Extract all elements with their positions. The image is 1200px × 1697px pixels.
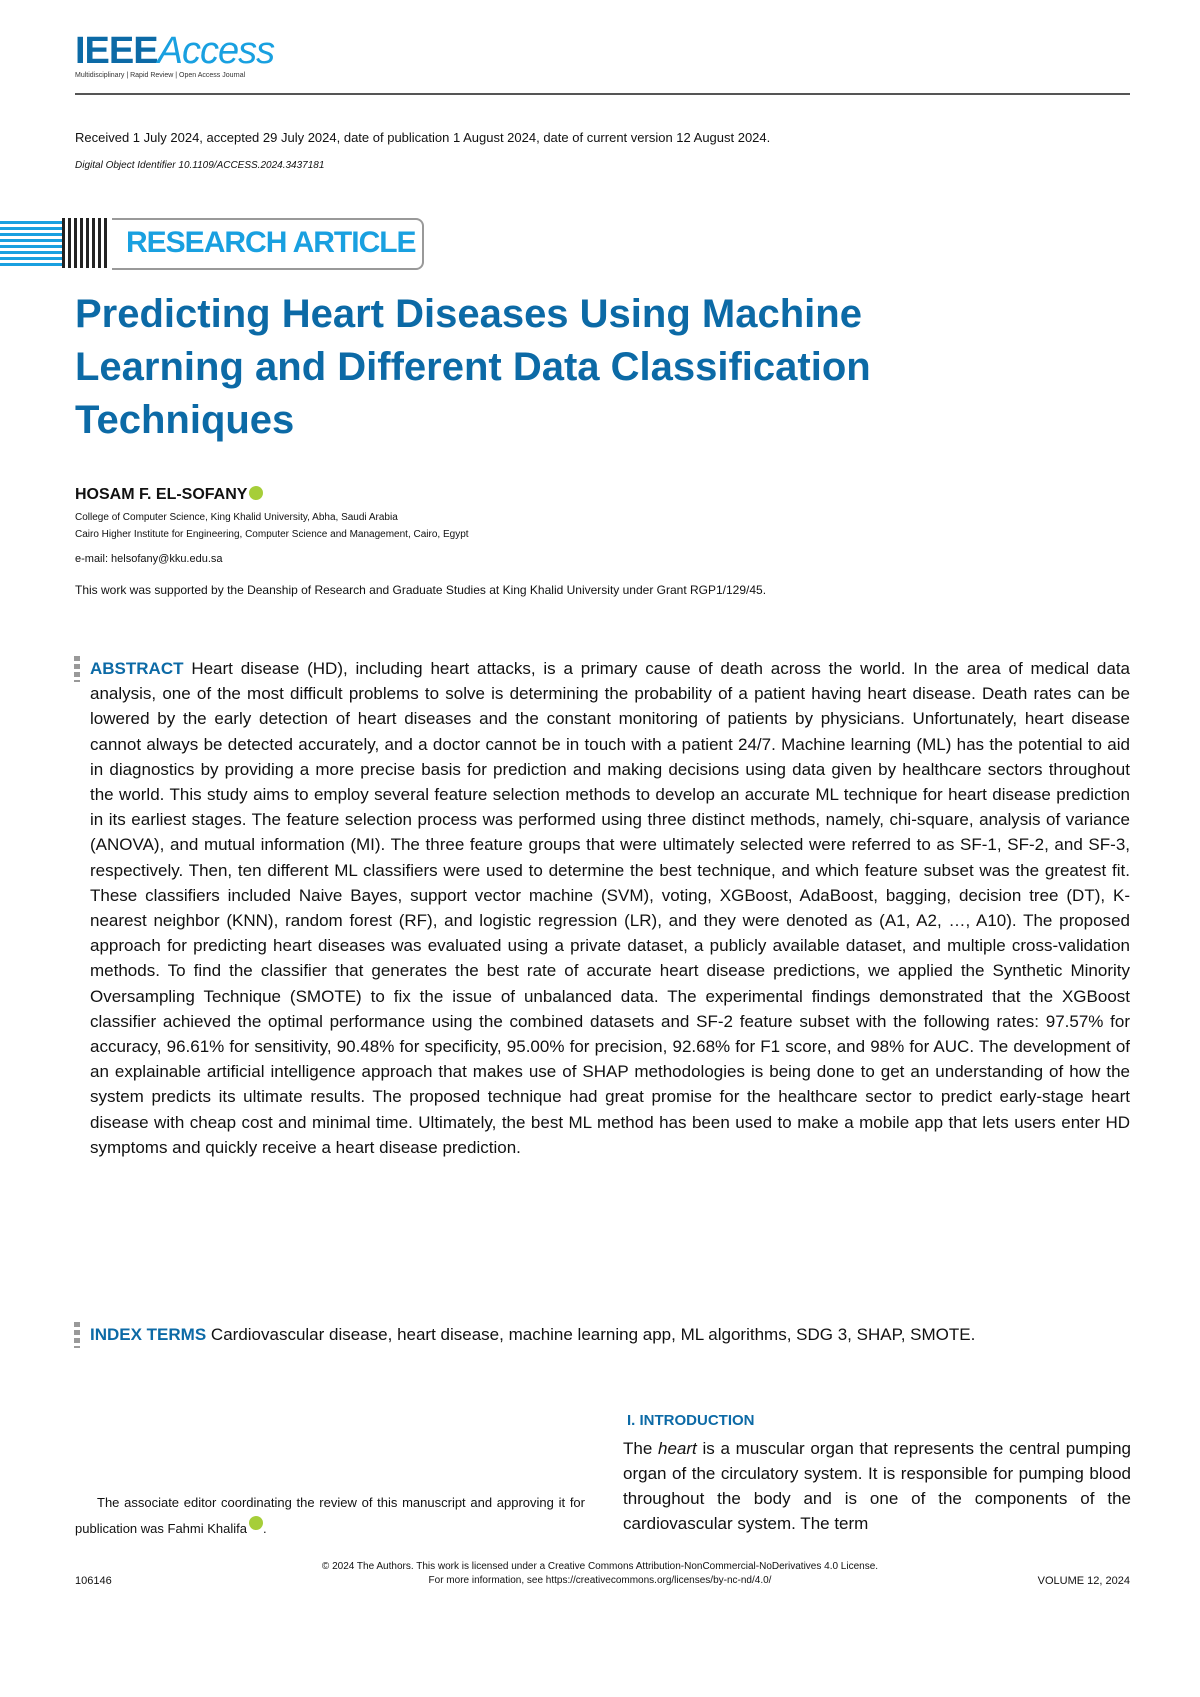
footnote-text: The associate editor coordinating the re…	[75, 1495, 585, 1536]
license-link[interactable]: For more information, see https://creati…	[428, 1575, 772, 1586]
ieee-access-logo: IEEEAccess	[75, 30, 275, 73]
abstract: ABSTRACT Heart disease (HD), including h…	[90, 656, 1130, 1160]
logo-ieee: IEEE	[75, 30, 159, 72]
index-terms-label: INDEX TERMS	[90, 1325, 207, 1344]
orcid-icon[interactable]	[248, 1516, 263, 1530]
doi: Digital Object Identifier 10.1109/ACCESS…	[75, 160, 325, 171]
index-terms: INDEX TERMS Cardiovascular disease, hear…	[90, 1322, 1130, 1347]
article-type-label: RESEARCH ARTICLE	[126, 226, 417, 259]
intro-pre: The	[623, 1439, 659, 1458]
volume: VOLUME 12, 2024	[1037, 1575, 1130, 1587]
abstract-marker-icon	[74, 656, 80, 682]
license-note: © 2024 The Authors. This work is license…	[0, 1560, 1200, 1588]
abstract-label: ABSTRACT	[90, 659, 184, 678]
editor-footnote: The associate editor coordinating the re…	[75, 1495, 585, 1536]
paper-title: Predicting Heart Diseases Using Machine …	[75, 292, 871, 442]
banner-bars	[62, 218, 108, 268]
author-name: HOSAM F. EL-SOFANY	[75, 486, 264, 504]
abstract-text: Heart disease (HD), including heart atta…	[90, 659, 1130, 1157]
index-terms-marker-icon	[74, 1322, 80, 1348]
license-text: © 2024 The Authors. This work is license…	[321, 1561, 879, 1572]
orcid-icon[interactable]	[249, 486, 264, 500]
banner-box	[112, 218, 424, 270]
affiliation-1: College of Computer Science, King Khalid…	[75, 512, 398, 523]
index-terms-text: Cardiovascular disease, heart disease, m…	[210, 1325, 976, 1344]
introduction-heading: I. INTRODUCTION	[627, 1412, 755, 1429]
article-type-banner: RESEARCH ARTICLE	[0, 218, 425, 270]
affiliation-2: Cairo Higher Institute for Engineering, …	[75, 529, 469, 540]
page-number: 106146	[75, 1575, 112, 1587]
received-dates: Received 1 July 2024, accepted 29 July 2…	[75, 130, 771, 145]
journal-tagline: Multidisciplinary | Rapid Review | Open …	[75, 72, 246, 79]
funding-note: This work was supported by the Deanship …	[75, 583, 767, 597]
intro-post: is a muscular organ that represents the …	[623, 1439, 1131, 1533]
banner-stripes	[0, 218, 62, 268]
author-name-text: HOSAM F. EL-SOFANY	[75, 486, 248, 503]
logo-access: Access	[157, 30, 275, 72]
header-rule	[75, 93, 1130, 95]
introduction-text: The heart is a muscular organ that repre…	[623, 1436, 1131, 1536]
intro-em: heart	[658, 1439, 697, 1458]
author-email: e-mail: helsofany@kku.edu.sa	[75, 553, 223, 565]
